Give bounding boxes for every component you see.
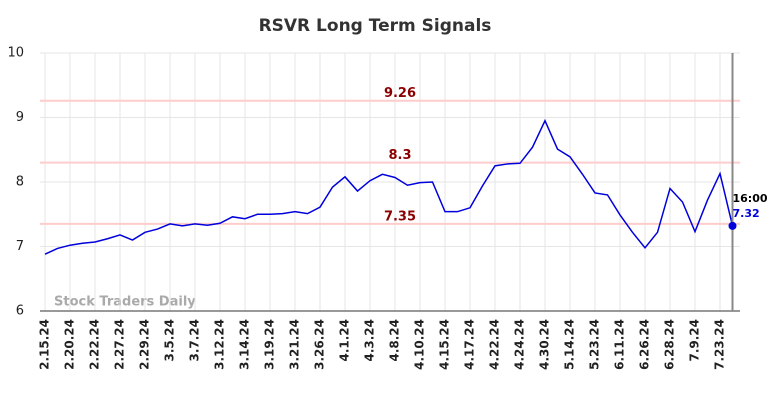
x-tick-label: 2.22.24 <box>88 319 102 370</box>
x-tick-label: 4.15.24 <box>438 319 452 370</box>
y-tick-label: 7 <box>16 239 24 254</box>
x-tick-label: 3.14.24 <box>238 319 252 370</box>
watermark: Stock Traders Daily <box>54 295 196 310</box>
x-tick-label: 3.12.24 <box>213 319 227 370</box>
x-tick-label: 3.21.24 <box>288 319 302 370</box>
x-tick-label: 2.29.24 <box>138 319 152 370</box>
x-tick-label: 4.1.24 <box>338 319 352 362</box>
signal-label: 8.3 <box>388 148 411 163</box>
x-tick-label: 6.28.24 <box>663 319 677 370</box>
last-value: 7.32 <box>733 207 760 220</box>
y-tick-label: 8 <box>16 175 24 190</box>
x-tick-label: 3.7.24 <box>188 319 202 362</box>
x-tick-label: 4.30.24 <box>538 319 552 370</box>
x-tick-label: 6.26.24 <box>638 319 652 370</box>
x-tick-label: 5.23.24 <box>588 319 602 370</box>
signal-label: 7.35 <box>384 209 416 224</box>
y-tick-label: 9 <box>16 110 24 125</box>
x-tick-label: 3.19.24 <box>263 319 277 370</box>
x-tick-label: 7.9.24 <box>688 319 702 362</box>
x-tick-label: 2.20.24 <box>63 319 77 370</box>
x-tick-label: 4.24.24 <box>513 319 527 370</box>
x-tick-label: 3.5.24 <box>163 319 177 362</box>
chart-title: RSVR Long Term Signals <box>259 16 492 36</box>
x-tick-label: 7.23.24 <box>713 319 727 370</box>
price-line <box>44 118 734 255</box>
x-tick-label: 4.10.24 <box>413 319 427 370</box>
x-tick-label: 4.17.24 <box>463 319 477 370</box>
x-tick-label: 2.27.24 <box>113 319 127 370</box>
last-time: 16:00 <box>733 192 768 205</box>
signal-label: 9.26 <box>384 86 416 101</box>
x-tick-label: 6.11.24 <box>613 319 627 370</box>
y-tick-label: 10 <box>7 46 24 61</box>
y-tick-label: 6 <box>16 304 24 319</box>
last-point <box>728 221 737 230</box>
x-tick-label: 5.14.24 <box>563 319 577 370</box>
x-tick-label: 4.22.24 <box>488 319 502 370</box>
x-tick-label: 4.8.24 <box>388 319 402 362</box>
x-tick-label: 4.3.24 <box>363 319 377 362</box>
x-tick-label: 3.26.24 <box>313 319 327 370</box>
x-tick-label: 2.15.24 <box>38 319 52 370</box>
